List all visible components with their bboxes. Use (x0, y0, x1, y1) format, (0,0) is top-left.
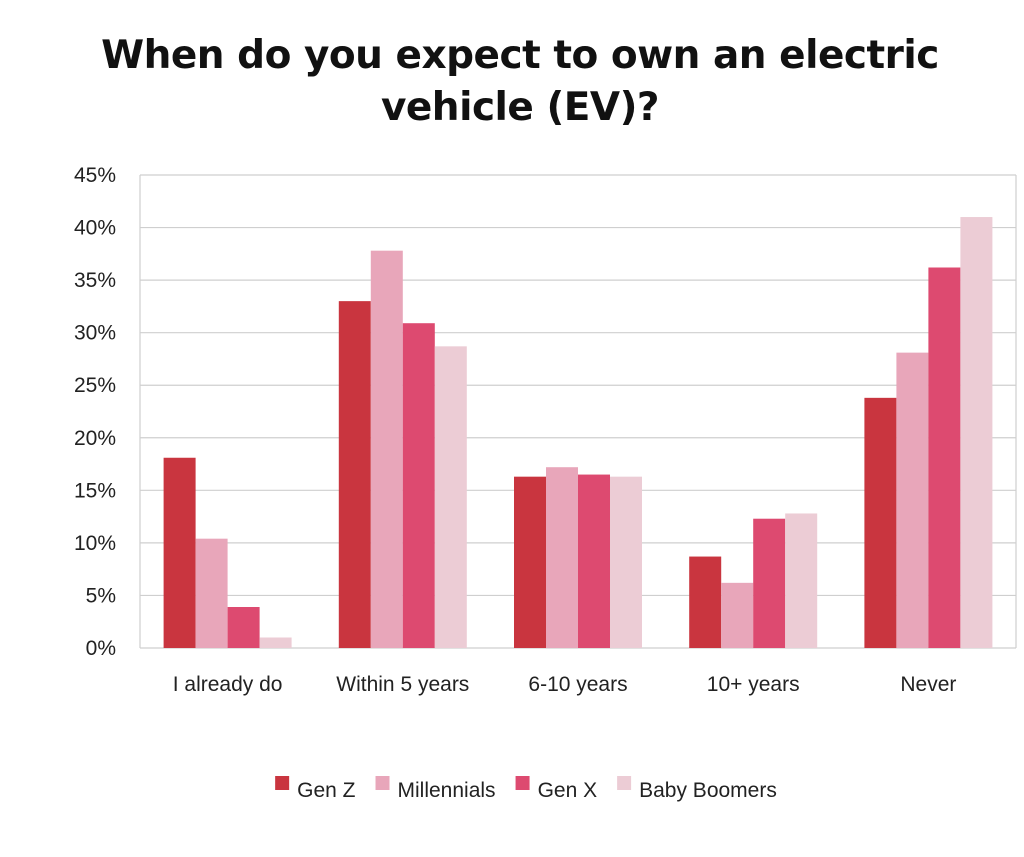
bar-gen-z (163, 457, 196, 648)
bar-gen-x (928, 267, 961, 648)
bar-baby-boomers (785, 513, 818, 648)
legend-swatch (617, 776, 632, 790)
bars (163, 217, 993, 649)
bar-gen-x (227, 607, 260, 648)
bar-baby-boomers (960, 217, 993, 649)
bar-gen-x (578, 474, 610, 648)
legend-label: Gen Z (297, 779, 356, 802)
bar-millennials (721, 582, 754, 648)
chart-title-line-1: When do you expect to own an electric (101, 33, 939, 78)
x-category-label: Never (900, 673, 956, 696)
legend-swatch (275, 776, 290, 790)
legend-label: Gen X (538, 779, 598, 802)
bar-baby-boomers (434, 346, 467, 648)
chart-title: When do you expect to own an electric ve… (0, 30, 1024, 134)
y-axis-tick-labels: 0% 5% 10% 15% 20% 25% 30% 35% 40% 45% (74, 164, 116, 660)
x-category-label: 6-10 years (528, 673, 627, 696)
x-category-label: I already do (173, 673, 283, 696)
bar-gen-z (689, 556, 722, 648)
legend: Gen Z Millennials Gen X Baby Boomers (275, 776, 777, 802)
x-category-label: Within 5 years (336, 673, 469, 696)
y-tick-label: 30% (74, 322, 116, 345)
legend-label: Millennials (398, 779, 496, 802)
y-tick-label: 25% (74, 374, 116, 397)
bar-baby-boomers (259, 637, 292, 648)
y-tick-label: 5% (86, 584, 116, 607)
bar-millennials (546, 467, 578, 648)
x-category-label: 10+ years (707, 673, 800, 696)
legend-swatch (515, 776, 530, 790)
legend-swatch (375, 776, 390, 790)
bar-gen-x (753, 518, 786, 648)
bar-baby-boomers (610, 476, 642, 648)
y-tick-label: 35% (74, 269, 116, 292)
bar-gen-z (864, 397, 897, 648)
y-tick-label: 10% (74, 532, 116, 555)
bar-gen-x (402, 323, 435, 648)
bar-millennials (195, 538, 228, 648)
y-tick-label: 0% (86, 637, 116, 660)
legend-label: Baby Boomers (639, 779, 777, 802)
y-tick-label: 15% (74, 479, 116, 502)
bar-millennials (896, 352, 929, 648)
bar-millennials (370, 250, 403, 648)
y-tick-label: 40% (74, 217, 116, 240)
y-tick-label: 45% (74, 164, 116, 187)
x-axis-category-labels: I already do Within 5 years 6-10 years 10+ … (173, 673, 957, 696)
y-tick-label: 20% (74, 427, 116, 450)
bar-gen-z (514, 476, 546, 648)
bar-gen-z (338, 301, 371, 648)
chart-title-line-2: vehicle (EV)? (380, 85, 660, 130)
